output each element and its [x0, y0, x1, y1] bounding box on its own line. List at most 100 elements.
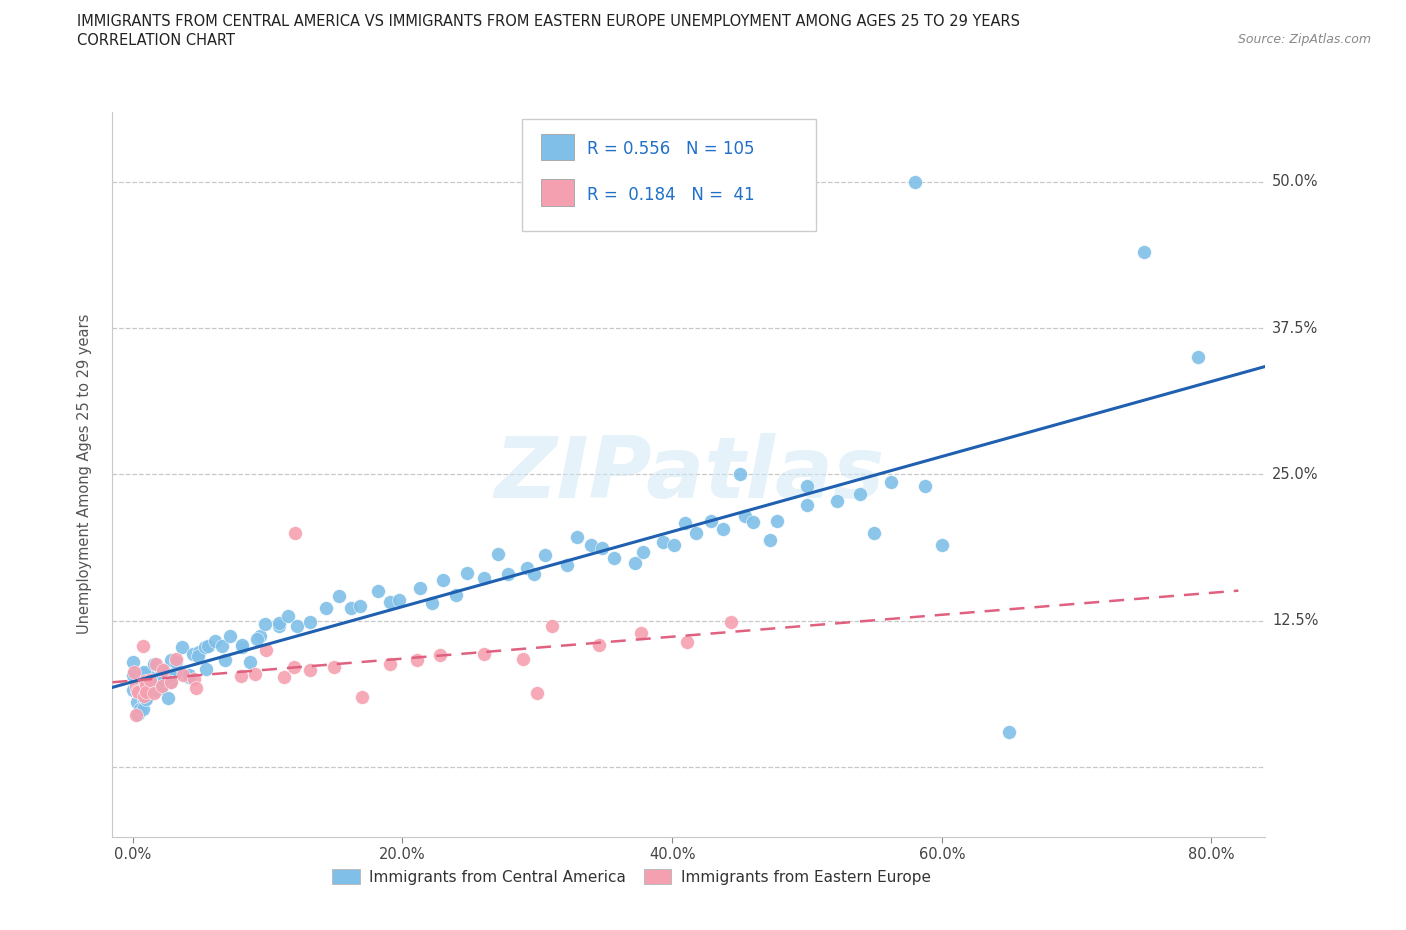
Point — [128, 674, 150, 689]
Point — [512, 652, 534, 667]
Point — [405, 653, 427, 668]
Y-axis label: Unemployment Among Ages 25 to 29 years: Unemployment Among Ages 25 to 29 years — [77, 314, 91, 634]
Text: 12.5%: 12.5% — [1272, 613, 1319, 628]
Point — [863, 525, 886, 540]
Point — [121, 683, 143, 698]
Point — [267, 616, 290, 631]
Point — [931, 537, 953, 551]
FancyBboxPatch shape — [522, 119, 815, 232]
Point — [283, 525, 305, 540]
Point — [409, 580, 432, 595]
Point — [197, 638, 219, 653]
Point — [904, 174, 927, 189]
Point — [624, 555, 647, 570]
Point — [588, 637, 610, 652]
Point — [122, 654, 145, 669]
Point — [231, 638, 253, 653]
Point — [298, 663, 321, 678]
Point — [526, 685, 548, 700]
Point — [277, 608, 299, 623]
Point — [349, 598, 371, 613]
Point — [125, 708, 148, 723]
Point — [149, 681, 172, 696]
Point — [534, 548, 557, 563]
Point — [630, 626, 652, 641]
Point — [211, 639, 233, 654]
Point — [734, 509, 756, 524]
Point — [323, 660, 346, 675]
Point — [153, 672, 176, 687]
Point — [685, 526, 707, 541]
Point — [474, 646, 496, 661]
Point — [541, 619, 564, 634]
Point — [229, 669, 252, 684]
FancyBboxPatch shape — [541, 134, 574, 160]
Point — [125, 695, 148, 710]
Point — [796, 498, 818, 512]
Point — [378, 594, 401, 609]
Point — [633, 545, 655, 560]
Point — [128, 702, 150, 717]
Point — [134, 667, 156, 682]
Point — [350, 689, 373, 704]
Point — [267, 618, 290, 633]
Point — [127, 676, 149, 691]
Point — [150, 678, 173, 693]
Point — [825, 494, 848, 509]
Point — [125, 684, 148, 698]
Point — [998, 724, 1021, 739]
Point — [160, 669, 183, 684]
Point — [218, 629, 240, 644]
Point — [742, 514, 765, 529]
Point — [204, 633, 226, 648]
Point — [127, 684, 149, 699]
Text: R =  0.184   N =  41: R = 0.184 N = 41 — [588, 186, 755, 204]
Point — [579, 538, 602, 553]
Point — [214, 653, 236, 668]
Point — [124, 665, 146, 680]
Point — [367, 584, 389, 599]
Point — [765, 514, 787, 529]
FancyBboxPatch shape — [541, 179, 574, 206]
Point — [253, 616, 276, 631]
Point — [152, 662, 174, 677]
Point — [652, 535, 675, 550]
Text: IMMIGRANTS FROM CENTRAL AMERICA VS IMMIGRANTS FROM EASTERN EUROPE UNEMPLOYMENT A: IMMIGRANTS FROM CENTRAL AMERICA VS IMMIG… — [77, 14, 1021, 29]
Point — [758, 532, 780, 547]
Point — [187, 648, 209, 663]
Point — [254, 643, 277, 658]
Point — [138, 669, 160, 684]
Point — [299, 615, 322, 630]
Point — [496, 567, 519, 582]
Point — [340, 601, 363, 616]
Point — [183, 671, 205, 686]
Point — [456, 565, 478, 580]
Point — [1133, 245, 1156, 259]
Point — [143, 679, 166, 694]
Point — [149, 668, 172, 683]
Point — [132, 702, 155, 717]
Point — [159, 675, 181, 690]
Point — [170, 640, 193, 655]
Point — [565, 529, 588, 544]
Point — [720, 615, 742, 630]
Point — [728, 467, 751, 482]
Point — [145, 657, 167, 671]
Text: CORRELATION CHART: CORRELATION CHART — [77, 33, 235, 47]
Text: 37.5%: 37.5% — [1272, 321, 1319, 336]
Text: ZIPatlas: ZIPatlas — [494, 432, 884, 516]
Point — [183, 647, 205, 662]
Point — [914, 478, 936, 493]
Point — [388, 592, 411, 607]
Point — [516, 561, 538, 576]
Point — [315, 600, 337, 615]
Point — [134, 691, 156, 706]
Point — [246, 631, 269, 646]
Point — [184, 681, 207, 696]
Point — [243, 666, 266, 681]
Point — [143, 683, 166, 698]
Legend: Immigrants from Central America, Immigrants from Eastern Europe: Immigrants from Central America, Immigra… — [326, 863, 936, 891]
Point — [555, 557, 578, 572]
Point — [378, 657, 401, 671]
Point — [523, 566, 546, 581]
